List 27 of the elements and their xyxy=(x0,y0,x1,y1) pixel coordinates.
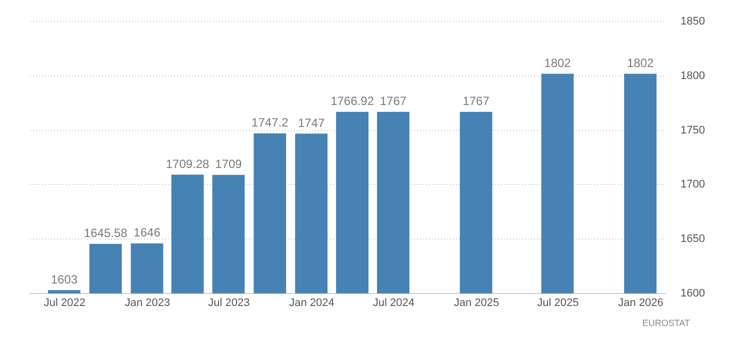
x-tick-label: Jan 2024 xyxy=(289,297,334,310)
text: EUROSTAT xyxy=(642,318,690,328)
y-tick-label: 1750 xyxy=(680,124,706,136)
x-tick-label: Jul 2024 xyxy=(372,297,414,310)
y-tick-label: 1650 xyxy=(680,233,706,246)
x-tick-label: Jan 2025 xyxy=(454,297,500,310)
data-label: 1766.92 xyxy=(330,94,374,108)
y-tick-label: 1850 xyxy=(680,16,706,28)
data-label: 1709 xyxy=(215,157,242,172)
data-label: 1802 xyxy=(626,56,654,70)
data-label: 1802 xyxy=(544,56,572,70)
y-tick-label: 1800 xyxy=(680,70,706,82)
x-tick-label: Jan 2026 xyxy=(618,297,664,310)
data-label: 1767 xyxy=(380,94,407,108)
data-label: 1645.58 xyxy=(84,226,128,240)
data-label: 1603 xyxy=(50,272,78,286)
y-tick-label: 1700 xyxy=(680,178,706,191)
x-tick-label: Jul 2025 xyxy=(537,297,579,310)
x-tick-label: Jul 2023 xyxy=(208,297,250,310)
data-label: 1767 xyxy=(462,94,490,108)
x-tick-label: Jul 2022 xyxy=(44,297,86,310)
data-label: 1747 xyxy=(298,116,325,130)
data-label: 1747.2 xyxy=(252,116,289,130)
data-label: 1709.28 xyxy=(166,156,210,171)
y-tick-label: 1600 xyxy=(680,287,706,300)
x-tick-label: Jan 2023 xyxy=(124,297,170,310)
data-label: 1646 xyxy=(134,226,161,240)
